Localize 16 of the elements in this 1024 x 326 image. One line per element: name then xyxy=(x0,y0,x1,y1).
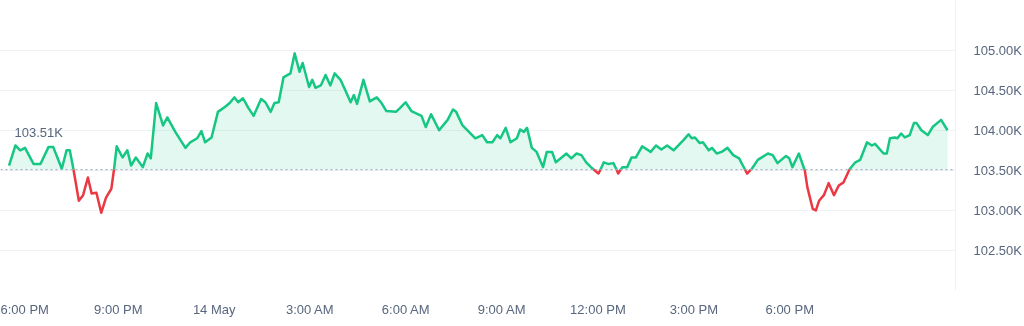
x-tick-label: 6:00 PM xyxy=(0,301,49,317)
y-tick-label: 105.00K xyxy=(973,42,1023,58)
x-tick-label: 14 May xyxy=(192,301,237,317)
x-tick-label: 12:00 PM xyxy=(570,301,626,317)
x-tick-label: 9:00 PM xyxy=(94,301,143,317)
x-tick-label: 9:00 AM xyxy=(477,301,526,317)
y-tick-label: 104.00K xyxy=(973,122,1023,138)
y-tick-label: 103.00K xyxy=(973,202,1023,218)
x-tick-label: 3:00 PM xyxy=(669,301,719,317)
x-tick-label: 3:00 AM xyxy=(285,301,334,317)
x-tick-label: 6:00 AM xyxy=(381,301,430,317)
y-tick-label: 104.50K xyxy=(973,82,1023,98)
ref-line-label: 103.51K xyxy=(14,124,64,140)
x-tick-label: 6:00 PM xyxy=(765,301,814,317)
y-tick-label: 103.50K xyxy=(973,162,1023,178)
y-tick-label: 102.50K xyxy=(973,242,1023,258)
